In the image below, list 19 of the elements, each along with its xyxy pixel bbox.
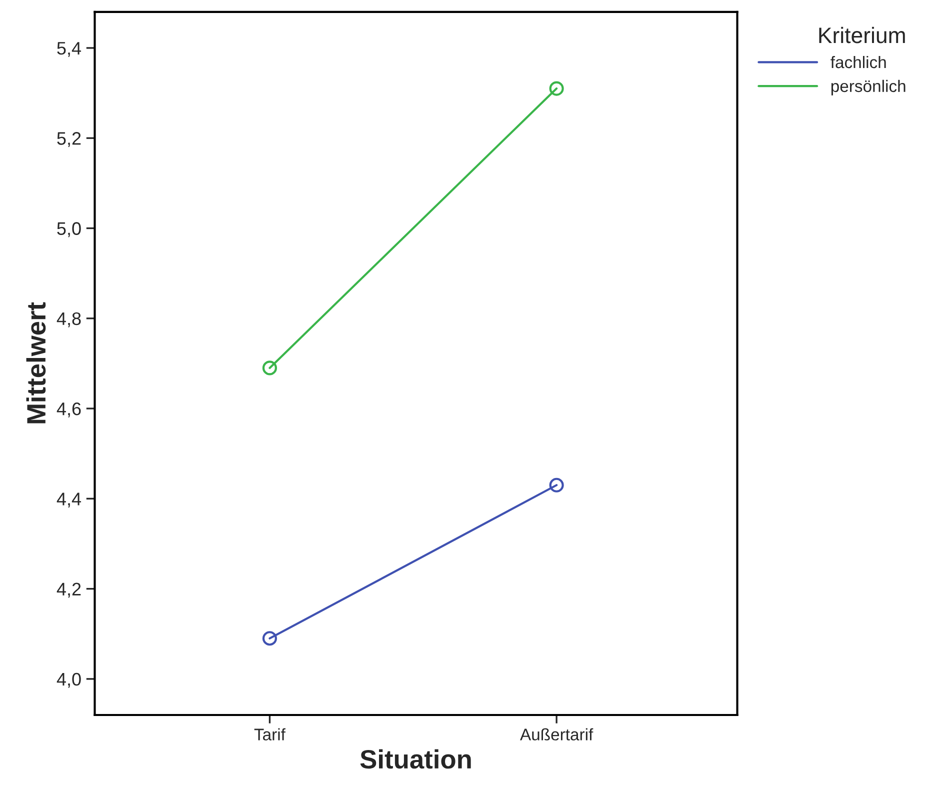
y-tick-label: 4,2	[56, 582, 81, 598]
y-tick-label: 5,2	[57, 132, 81, 147]
y-tick-label: 4,0	[56, 672, 81, 688]
y-axis-title: Mittelwert	[26, 302, 46, 424]
y-tick-label: 4,8	[56, 312, 81, 328]
legend-label: fachlich	[830, 56, 886, 68]
point	[549, 478, 564, 492]
legend-label: persönlich	[831, 80, 906, 96]
point	[549, 81, 564, 96]
point	[262, 360, 278, 376]
y-tick-label: 4,4	[56, 492, 82, 508]
x-tick-label: Tarif	[254, 728, 286, 740]
point	[262, 631, 278, 646]
legend-title: Kriterium	[819, 26, 905, 44]
y-tick-label: 5,4	[57, 42, 82, 57]
y-tick-label: 5,0	[57, 222, 81, 238]
y-tick-label: 4,6	[56, 402, 81, 418]
x-tick-label: Außertarif	[520, 728, 594, 740]
x-axis-title: Situation	[360, 749, 471, 769]
